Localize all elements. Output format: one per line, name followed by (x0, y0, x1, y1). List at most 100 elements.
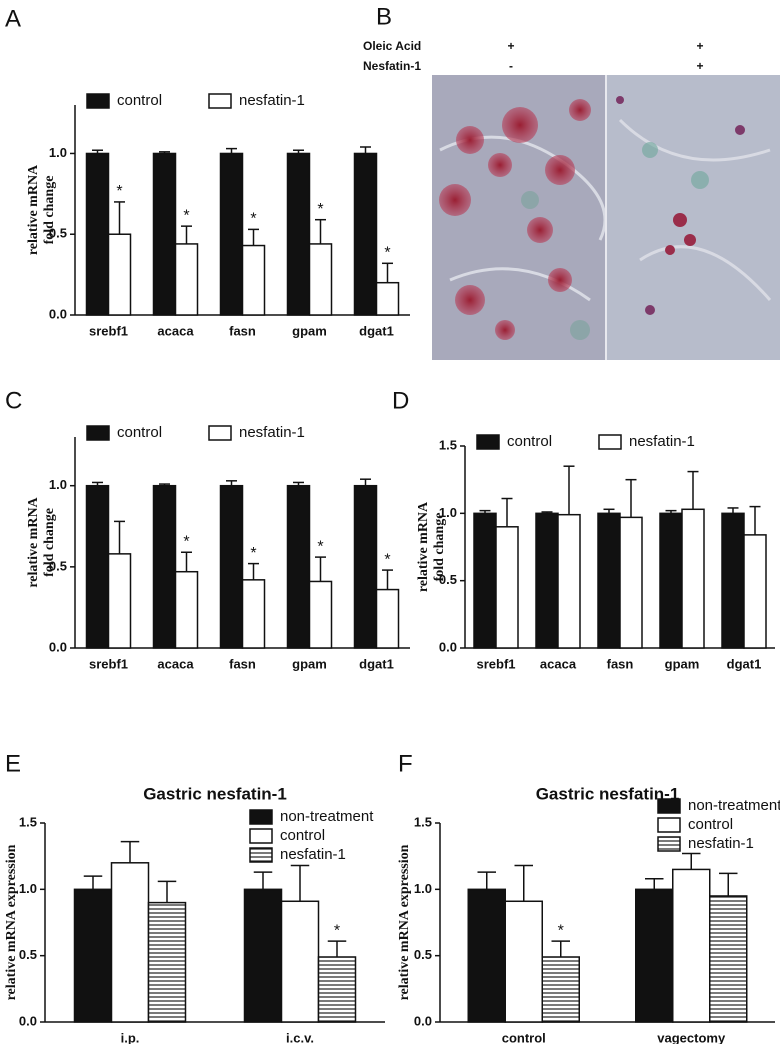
condition: - (509, 59, 513, 73)
y-axis-label: relative mRNA (26, 164, 41, 255)
bar (243, 888, 283, 1023)
x-tick-label: i.p. (121, 1030, 140, 1044)
y-axis-label: relative mRNA expression (397, 844, 412, 1000)
bar (110, 862, 150, 1023)
legend-swatch (249, 809, 273, 825)
x-tick-label: acaca (157, 656, 194, 671)
legend-swatch (86, 93, 110, 109)
panel-label: A (5, 5, 21, 32)
legend-label: non-treatment (688, 797, 780, 814)
legend-swatch (208, 93, 232, 109)
significance-mark: * (558, 922, 564, 939)
bar (504, 900, 543, 1023)
row-label: Nesfatin-1 (363, 59, 421, 73)
panel-label: E (5, 750, 21, 777)
y-axis-label: fold change (42, 176, 57, 245)
bar (317, 956, 357, 1023)
y-tick-label: 1.5 (414, 814, 432, 829)
bar (467, 888, 506, 1023)
y-tick-label: 1.5 (19, 814, 37, 829)
panel-label: F (398, 750, 413, 777)
significance-mark: * (334, 922, 340, 939)
y-axis-label: fold change (42, 508, 57, 577)
legend-swatch (86, 425, 110, 441)
y-tick-label: 0.5 (49, 558, 67, 573)
bar (147, 901, 187, 1023)
bar (375, 588, 400, 649)
y-tick-label: 0.5 (439, 572, 457, 587)
significance-mark: * (317, 201, 323, 218)
bar (73, 888, 113, 1023)
y-tick-label: 0.0 (19, 1013, 37, 1028)
bar (107, 233, 132, 316)
y-tick-label: 0.0 (414, 1013, 432, 1028)
legend-label: nesfatin-1 (280, 846, 346, 863)
bar (495, 526, 519, 649)
x-tick-label: dgat1 (359, 323, 394, 338)
bar (174, 243, 199, 316)
bar (219, 152, 244, 316)
legend-swatch (657, 798, 681, 814)
condition: + (696, 59, 703, 73)
legend-label: non-treatment (280, 808, 374, 825)
y-tick-label: 1.0 (49, 477, 67, 492)
x-tick-label: i.c.v. (286, 1030, 314, 1044)
significance-mark: * (183, 533, 189, 550)
bar (308, 580, 333, 649)
y-tick-label: 1.5 (439, 437, 457, 452)
bar (681, 508, 705, 649)
condition: + (507, 39, 514, 53)
bar (541, 956, 580, 1023)
micrograph (432, 75, 780, 360)
significance-mark: * (116, 183, 122, 200)
bar (535, 512, 559, 649)
significance-mark: * (250, 211, 256, 228)
x-tick-label: acaca (540, 656, 577, 671)
x-tick-label: gpam (292, 656, 327, 671)
significance-mark: * (317, 538, 323, 555)
legend-swatch (657, 817, 681, 833)
bar (107, 553, 132, 649)
y-tick-label: 0.0 (439, 639, 457, 654)
panel-label: B (376, 3, 392, 30)
x-tick-label: srebf1 (476, 656, 515, 671)
y-axis-label: fold change (432, 513, 447, 582)
bar (286, 484, 311, 649)
legend-swatch (476, 434, 500, 450)
bar (286, 152, 311, 316)
y-tick-label: 1.0 (19, 881, 37, 896)
y-tick-label: 1.0 (414, 881, 432, 896)
y-tick-label: 0.0 (49, 306, 67, 321)
y-tick-label: 0.5 (414, 947, 432, 962)
legend-label: control (117, 92, 162, 109)
significance-mark: * (384, 551, 390, 568)
x-tick-label: dgat1 (727, 656, 762, 671)
x-tick-label: gpam (292, 323, 327, 338)
row-label: Oleic Acid (363, 39, 421, 53)
y-axis-label: relative mRNA (26, 496, 41, 587)
bar (597, 512, 621, 649)
bar (619, 516, 643, 649)
x-tick-label: srebf1 (89, 656, 128, 671)
bar (152, 152, 177, 316)
legend-label: control (507, 433, 552, 450)
y-axis-label: relative mRNA (416, 501, 431, 592)
bar (672, 868, 711, 1023)
x-tick-label: control (502, 1030, 546, 1044)
y-tick-label: 0.5 (19, 947, 37, 962)
bar (721, 512, 745, 649)
bar (557, 513, 581, 649)
legend-label: control (688, 816, 733, 833)
bar (280, 900, 320, 1023)
bar (743, 534, 767, 649)
chart-title: Gastric nesfatin-1 (143, 784, 287, 803)
significance-mark: * (183, 207, 189, 224)
legend-label: nesfatin-1 (688, 835, 754, 852)
legend-swatch (249, 828, 273, 844)
y-tick-label: 0.5 (49, 226, 67, 241)
legend-swatch (598, 434, 622, 450)
significance-mark: * (384, 245, 390, 262)
x-tick-label: fasn (607, 656, 634, 671)
legend-swatch (249, 847, 273, 863)
